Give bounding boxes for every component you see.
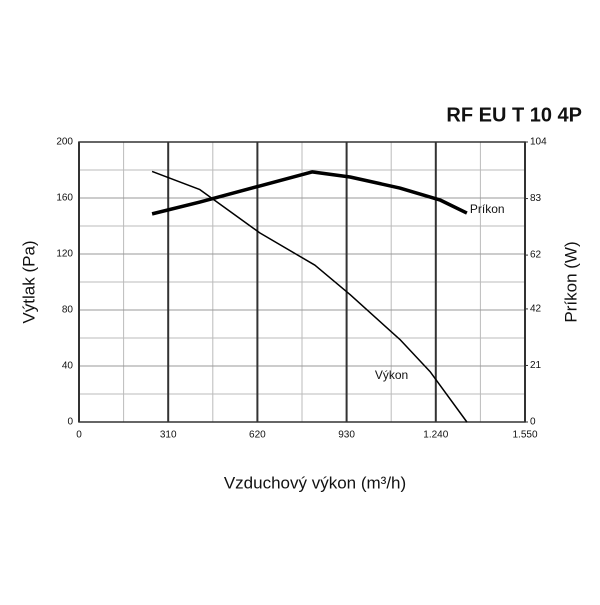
x-tick-label: 1.550: [512, 430, 537, 441]
series-label: Výkon: [375, 368, 408, 382]
y2-tick-label: 83: [530, 193, 542, 204]
series-line: [151, 170, 468, 423]
y2-tick-label: 62: [530, 250, 542, 261]
y2-tick-label: 42: [530, 304, 542, 315]
y2-tick-label: 104: [530, 137, 547, 148]
y-tick-label: 160: [56, 193, 73, 204]
y-tick-label: 40: [62, 361, 74, 372]
y-axis-label: Výtlak (Pa): [19, 240, 38, 323]
plot-frame: [78, 141, 526, 423]
y-tick-label: 80: [62, 305, 74, 316]
x-tick-label: 0: [76, 430, 82, 441]
series-line: [151, 170, 468, 216]
y2-axis-label: Príkon (W): [561, 241, 580, 322]
chart-title: RF EU T 10 4P: [446, 104, 582, 126]
x-tick-label: 930: [338, 430, 355, 441]
x-tick-label: 1.240: [423, 430, 448, 441]
y-tick-label: 120: [56, 249, 73, 260]
x-tick-label: 620: [249, 430, 266, 441]
y-tick-label: 0: [67, 417, 73, 428]
x-tick-label: 310: [160, 430, 177, 441]
y-tick-label: 200: [56, 137, 73, 148]
y2-tick-label: 0: [530, 417, 536, 428]
series-label: Príkon: [470, 202, 505, 216]
y2-tick-label: 21: [530, 360, 542, 371]
x-axis-label: Vzduchový výkon (m³/h): [224, 473, 406, 492]
